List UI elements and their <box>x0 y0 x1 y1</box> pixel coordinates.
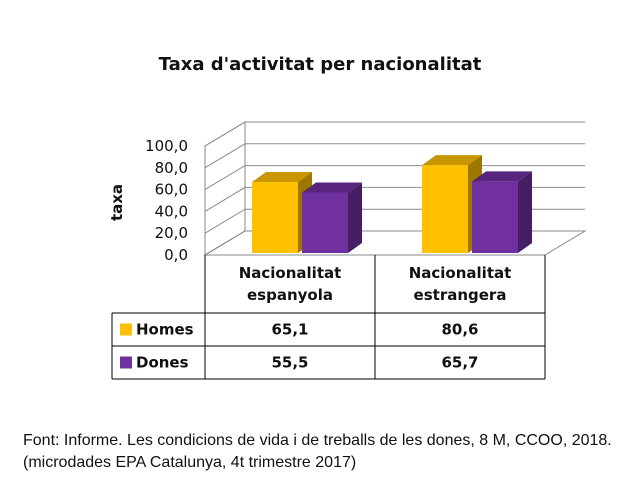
category-label: estrangera <box>414 286 507 304</box>
chart-walls <box>203 121 587 256</box>
bar-top <box>422 155 482 166</box>
bar-front <box>422 165 468 253</box>
data-label: 80,6 <box>441 321 478 339</box>
y-tick-label: 20,0 <box>155 224 188 242</box>
legend-swatch <box>120 323 132 336</box>
floor <box>203 230 587 256</box>
bar-side <box>518 171 532 253</box>
y-tick-label: 0,0 <box>164 246 188 264</box>
bar-front <box>302 192 348 253</box>
bar-front <box>252 182 298 253</box>
category-label: espanyola <box>247 286 333 304</box>
bar-front <box>472 181 518 253</box>
gridline <box>204 121 585 147</box>
chart-title: Taxa d'activitat per nacionalitat <box>159 54 482 75</box>
data-table: Nacionalitat espanyola Nacionalitat estrang… <box>111 255 546 380</box>
bar <box>302 182 362 253</box>
data-label: 65,7 <box>441 354 478 372</box>
bar-top <box>252 172 312 183</box>
bar-top <box>472 171 532 182</box>
y-axis-title: taxa <box>108 184 126 221</box>
bar <box>472 171 532 253</box>
chart-svg: Taxa d'activitat per nacionalitat 0,0 20,… <box>108 54 587 380</box>
legend-label: Homes <box>136 321 194 339</box>
data-label: 55,5 <box>271 354 308 372</box>
legend-label: Dones <box>136 354 189 372</box>
data-label: 65,1 <box>271 321 308 339</box>
source-note: Font: Informe. Les condicions de vida i … <box>23 432 612 471</box>
bar-top <box>302 182 362 193</box>
y-tick-label: 100,0 <box>145 137 188 155</box>
bar-side <box>348 182 362 253</box>
category-label: Nacionalitat <box>409 264 512 282</box>
y-tick-label: 60,0 <box>155 181 188 199</box>
gridline <box>204 143 585 169</box>
y-axis: 0,0 20,0 40,0 60,0 80,0 100,0 taxa <box>108 137 188 264</box>
y-tick-label: 80,0 <box>155 159 188 177</box>
category-label: Nacionalitat <box>239 264 342 282</box>
legend-swatch <box>120 356 132 369</box>
y-tick-label: 40,0 <box>155 202 188 220</box>
bar <box>252 172 312 253</box>
chart: Taxa d'activitat per nacionalitat 0,0 20,… <box>108 54 587 380</box>
bars <box>252 155 532 253</box>
